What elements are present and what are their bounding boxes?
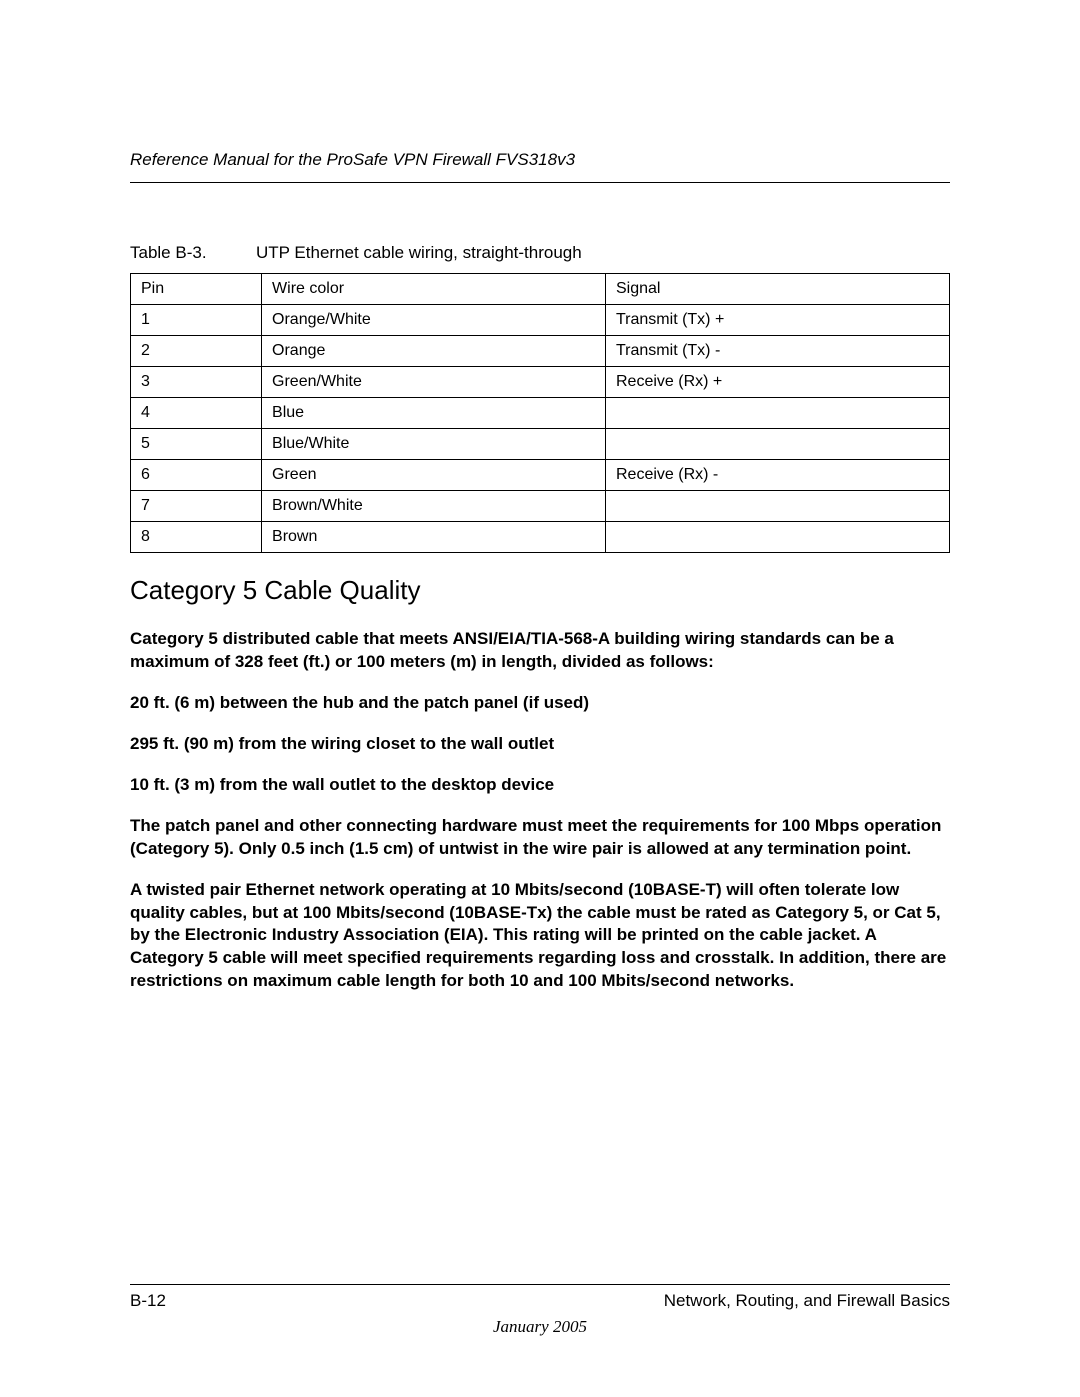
body-paragraph: A twisted pair Ethernet network operatin… xyxy=(130,879,950,994)
footer-section-title: Network, Routing, and Firewall Basics xyxy=(664,1291,950,1311)
table-row: 6 Green Receive (Rx) - xyxy=(131,460,950,491)
cell-color: Brown xyxy=(262,522,606,553)
table-caption-title: UTP Ethernet cable wiring, straight-thro… xyxy=(256,243,582,262)
table-header-color: Wire color xyxy=(262,274,606,305)
cell-color: Orange/White xyxy=(262,305,606,336)
cell-signal: Transmit (Tx) - xyxy=(606,336,950,367)
cell-pin: 3 xyxy=(131,367,262,398)
table-row: 5 Blue/White xyxy=(131,429,950,460)
table-caption: Table B-3. UTP Ethernet cable wiring, st… xyxy=(130,243,950,263)
table-row: 7 Brown/White xyxy=(131,491,950,522)
cell-signal xyxy=(606,429,950,460)
cell-pin: 8 xyxy=(131,522,262,553)
body-paragraph: 295 ft. (90 m) from the wiring closet to… xyxy=(130,733,950,756)
table-header-pin: Pin xyxy=(131,274,262,305)
cell-color: Blue xyxy=(262,398,606,429)
cell-color: Brown/White xyxy=(262,491,606,522)
table-caption-label: Table B-3. xyxy=(130,243,207,262)
body-paragraph: The patch panel and other connecting har… xyxy=(130,815,950,861)
footer-page-number: B-12 xyxy=(130,1291,166,1311)
table-row: 4 Blue xyxy=(131,398,950,429)
section-title: Category 5 Cable Quality xyxy=(130,575,950,606)
cell-signal: Receive (Rx) - xyxy=(606,460,950,491)
cell-color: Green/White xyxy=(262,367,606,398)
table-row: 1 Orange/White Transmit (Tx) + xyxy=(131,305,950,336)
table-row: 8 Brown xyxy=(131,522,950,553)
body-paragraph: 10 ft. (3 m) from the wall outlet to the… xyxy=(130,774,950,797)
running-header: Reference Manual for the ProSafe VPN Fir… xyxy=(130,150,950,183)
cell-signal xyxy=(606,522,950,553)
cell-pin: 4 xyxy=(131,398,262,429)
cell-pin: 2 xyxy=(131,336,262,367)
cell-signal: Transmit (Tx) + xyxy=(606,305,950,336)
cell-color: Green xyxy=(262,460,606,491)
page: Reference Manual for the ProSafe VPN Fir… xyxy=(0,0,1080,1397)
cell-signal xyxy=(606,491,950,522)
cell-color: Orange xyxy=(262,336,606,367)
cell-signal xyxy=(606,398,950,429)
cell-signal: Receive (Rx) + xyxy=(606,367,950,398)
table-row: 3 Green/White Receive (Rx) + xyxy=(131,367,950,398)
body-paragraph: Category 5 distributed cable that meets … xyxy=(130,628,950,674)
footer-line: B-12 Network, Routing, and Firewall Basi… xyxy=(130,1284,950,1311)
footer-date: January 2005 xyxy=(130,1317,950,1337)
cell-pin: 7 xyxy=(131,491,262,522)
table-header-signal: Signal xyxy=(606,274,950,305)
cell-pin: 5 xyxy=(131,429,262,460)
cell-pin: 1 xyxy=(131,305,262,336)
cell-pin: 6 xyxy=(131,460,262,491)
body-paragraph: 20 ft. (6 m) between the hub and the pat… xyxy=(130,692,950,715)
page-footer: B-12 Network, Routing, and Firewall Basi… xyxy=(130,1284,950,1337)
cell-color: Blue/White xyxy=(262,429,606,460)
table-row: 2 Orange Transmit (Tx) - xyxy=(131,336,950,367)
table-header-row: Pin Wire color Signal xyxy=(131,274,950,305)
wiring-table: Pin Wire color Signal 1 Orange/White Tra… xyxy=(130,273,950,553)
